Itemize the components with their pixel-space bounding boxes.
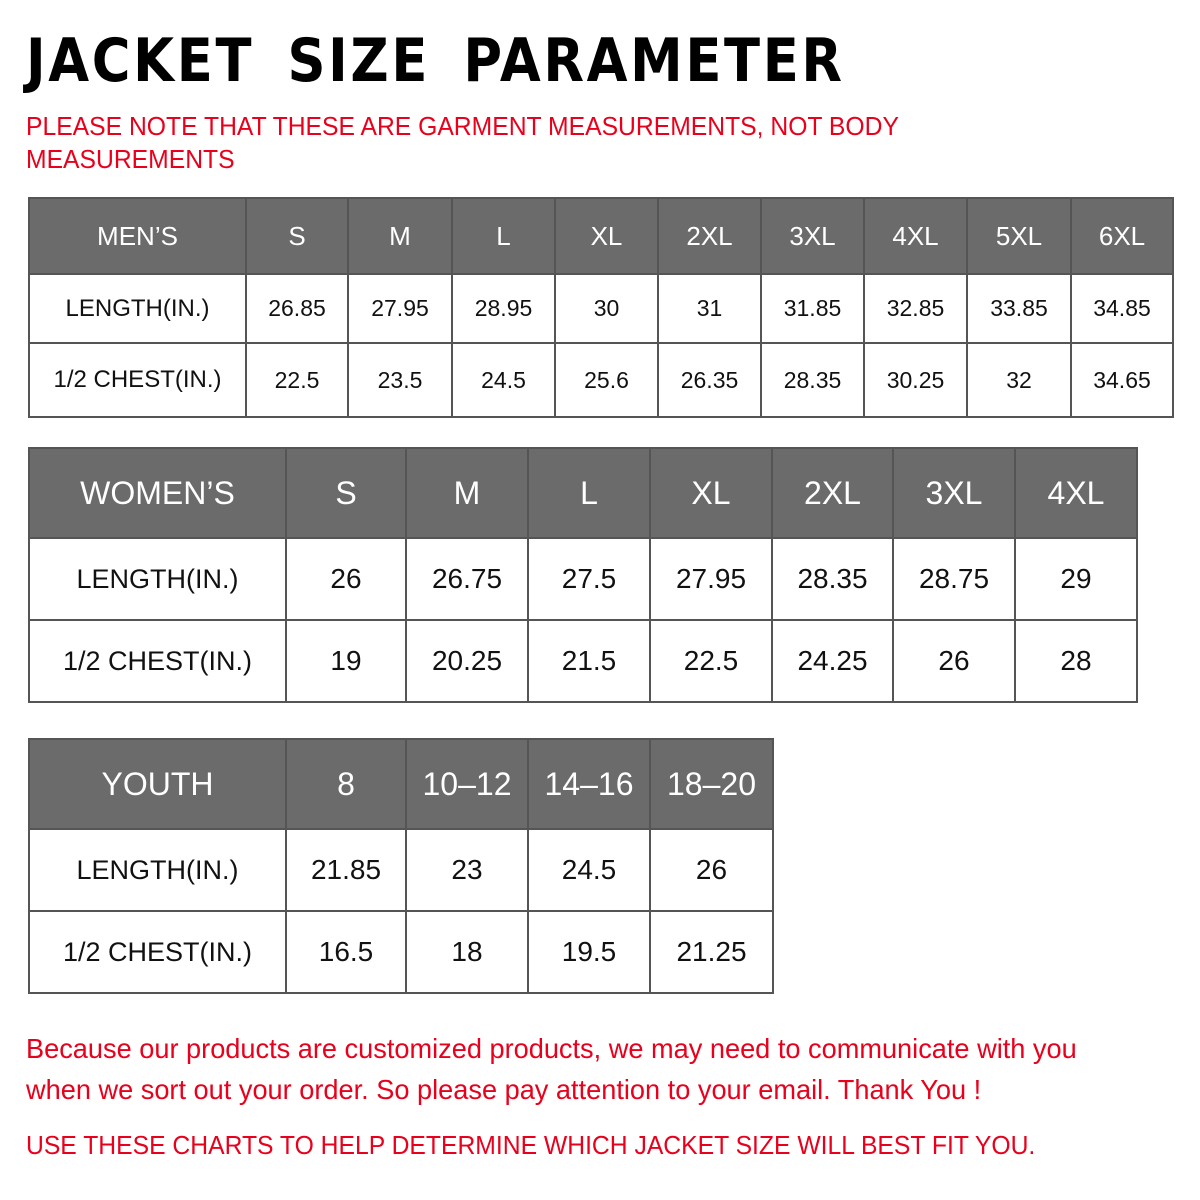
measurement-note: PLEASE NOTE THAT THESE ARE GARMENT MEASU… bbox=[26, 111, 899, 174]
measurement-cell: 24.5 bbox=[451, 342, 556, 418]
youth-size-table: YOUTH 8 10–12 14–16 18–20 LENGTH(IN.) 21.85 23… bbox=[28, 738, 774, 994]
measurement-cell: 29 bbox=[1014, 537, 1138, 621]
size-column-header: 5XL bbox=[966, 197, 1072, 275]
row-label: LENGTH(IN.) bbox=[28, 828, 287, 912]
table-category-header: WOMEN’S bbox=[28, 447, 287, 539]
measurement-cell: 21.85 bbox=[285, 828, 407, 912]
size-column-header: 4XL bbox=[1014, 447, 1138, 539]
size-column-header: 2XL bbox=[771, 447, 894, 539]
measurement-cell: 27.95 bbox=[649, 537, 773, 621]
size-advice: USE THESE CHARTS TO HELP DETERMINE WHICH… bbox=[26, 1130, 1036, 1160]
measurement-cell: 25.6 bbox=[554, 342, 659, 418]
size-column-header: M bbox=[405, 447, 529, 539]
size-column-header: 2XL bbox=[657, 197, 762, 275]
table-row: 1/2 CHEST(IN.) 19 20.25 21.5 22.5 24.25 26 28 bbox=[28, 619, 1138, 703]
measurement-cell: 34.65 bbox=[1070, 342, 1174, 418]
table-row: 1/2 CHEST(IN.) 22.5 23.5 24.5 25.6 26.35 28.35… bbox=[28, 342, 1174, 418]
row-label: LENGTH(IN.) bbox=[28, 537, 287, 621]
size-column-header: L bbox=[527, 447, 651, 539]
measurement-cell: 19 bbox=[285, 619, 407, 703]
size-column-header: M bbox=[347, 197, 453, 275]
measurement-cell: 28 bbox=[1014, 619, 1138, 703]
row-label: 1/2 CHEST(IN.) bbox=[28, 619, 287, 703]
size-column-header: 18–20 bbox=[649, 738, 774, 830]
row-label: 1/2 CHEST(IN.) bbox=[28, 342, 247, 418]
measurement-cell: 31.85 bbox=[760, 273, 865, 344]
measurement-cell: 26 bbox=[649, 828, 774, 912]
measurement-cell: 27.95 bbox=[347, 273, 453, 344]
size-column-header: 3XL bbox=[892, 447, 1016, 539]
size-column-header: XL bbox=[554, 197, 659, 275]
measurement-cell: 33.85 bbox=[966, 273, 1072, 344]
measurement-cell: 28.35 bbox=[760, 342, 865, 418]
measurement-cell: 21.5 bbox=[527, 619, 651, 703]
customization-message: Because our products are customized prod… bbox=[26, 1033, 1077, 1105]
measurement-cell: 31 bbox=[657, 273, 762, 344]
table-row: LENGTH(IN.) 21.85 23 24.5 26 bbox=[28, 828, 774, 912]
measurement-cell: 26 bbox=[892, 619, 1016, 703]
womens-size-table: WOMEN’S S M L XL 2XL 3XL 4XL LENGTH(IN.) 26 26.75… bbox=[28, 447, 1138, 703]
measurement-cell: 23.5 bbox=[347, 342, 453, 418]
measurement-cell: 32 bbox=[966, 342, 1072, 418]
measurement-cell: 34.85 bbox=[1070, 273, 1174, 344]
page-title: JACKET SIZE PARAMETER bbox=[26, 26, 845, 96]
table-category-header: MEN’S bbox=[28, 197, 247, 275]
size-column-header: S bbox=[285, 447, 407, 539]
measurement-cell: 26.75 bbox=[405, 537, 529, 621]
measurement-cell: 24.25 bbox=[771, 619, 894, 703]
measurement-cell: 23 bbox=[405, 828, 529, 912]
measurement-cell: 28.95 bbox=[451, 273, 556, 344]
measurement-cell: 26.85 bbox=[245, 273, 349, 344]
measurement-cell: 28.75 bbox=[892, 537, 1016, 621]
measurement-cell: 22.5 bbox=[649, 619, 773, 703]
measurement-cell: 21.25 bbox=[649, 910, 774, 994]
size-column-header: 4XL bbox=[863, 197, 968, 275]
table-row: LENGTH(IN.) 26 26.75 27.5 27.95 28.35 28.75 29 bbox=[28, 537, 1138, 621]
table-row: LENGTH(IN.) 26.85 27.95 28.95 30 31 31.85 32.85… bbox=[28, 273, 1174, 344]
table-row: 1/2 CHEST(IN.) 16.5 18 19.5 21.25 bbox=[28, 910, 774, 994]
measurement-cell: 28.35 bbox=[771, 537, 894, 621]
table-header-row: YOUTH 8 10–12 14–16 18–20 bbox=[28, 738, 774, 830]
row-label: 1/2 CHEST(IN.) bbox=[28, 910, 287, 994]
size-column-header: 3XL bbox=[760, 197, 865, 275]
measurement-cell: 26 bbox=[285, 537, 407, 621]
size-column-header: L bbox=[451, 197, 556, 275]
size-column-header: 10–12 bbox=[405, 738, 529, 830]
size-column-header: 14–16 bbox=[527, 738, 651, 830]
measurement-cell: 30.25 bbox=[863, 342, 968, 418]
mens-size-table: MEN’S S M L XL 2XL 3XL 4XL 5XL 6XL LENGTH(IN.) 26.… bbox=[28, 197, 1174, 418]
measurement-cell: 16.5 bbox=[285, 910, 407, 994]
size-column-header: 8 bbox=[285, 738, 407, 830]
row-label: LENGTH(IN.) bbox=[28, 273, 247, 344]
measurement-cell: 32.85 bbox=[863, 273, 968, 344]
table-header-row: WOMEN’S S M L XL 2XL 3XL 4XL bbox=[28, 447, 1138, 539]
size-column-header: S bbox=[245, 197, 349, 275]
measurement-cell: 20.25 bbox=[405, 619, 529, 703]
measurement-cell: 22.5 bbox=[245, 342, 349, 418]
table-header-row: MEN’S S M L XL 2XL 3XL 4XL 5XL 6XL bbox=[28, 197, 1174, 275]
measurement-cell: 26.35 bbox=[657, 342, 762, 418]
measurement-cell: 19.5 bbox=[527, 910, 651, 994]
table-category-header: YOUTH bbox=[28, 738, 287, 830]
measurement-cell: 18 bbox=[405, 910, 529, 994]
measurement-cell: 30 bbox=[554, 273, 659, 344]
size-column-header: XL bbox=[649, 447, 773, 539]
measurement-cell: 24.5 bbox=[527, 828, 651, 912]
size-column-header: 6XL bbox=[1070, 197, 1174, 275]
measurement-cell: 27.5 bbox=[527, 537, 651, 621]
